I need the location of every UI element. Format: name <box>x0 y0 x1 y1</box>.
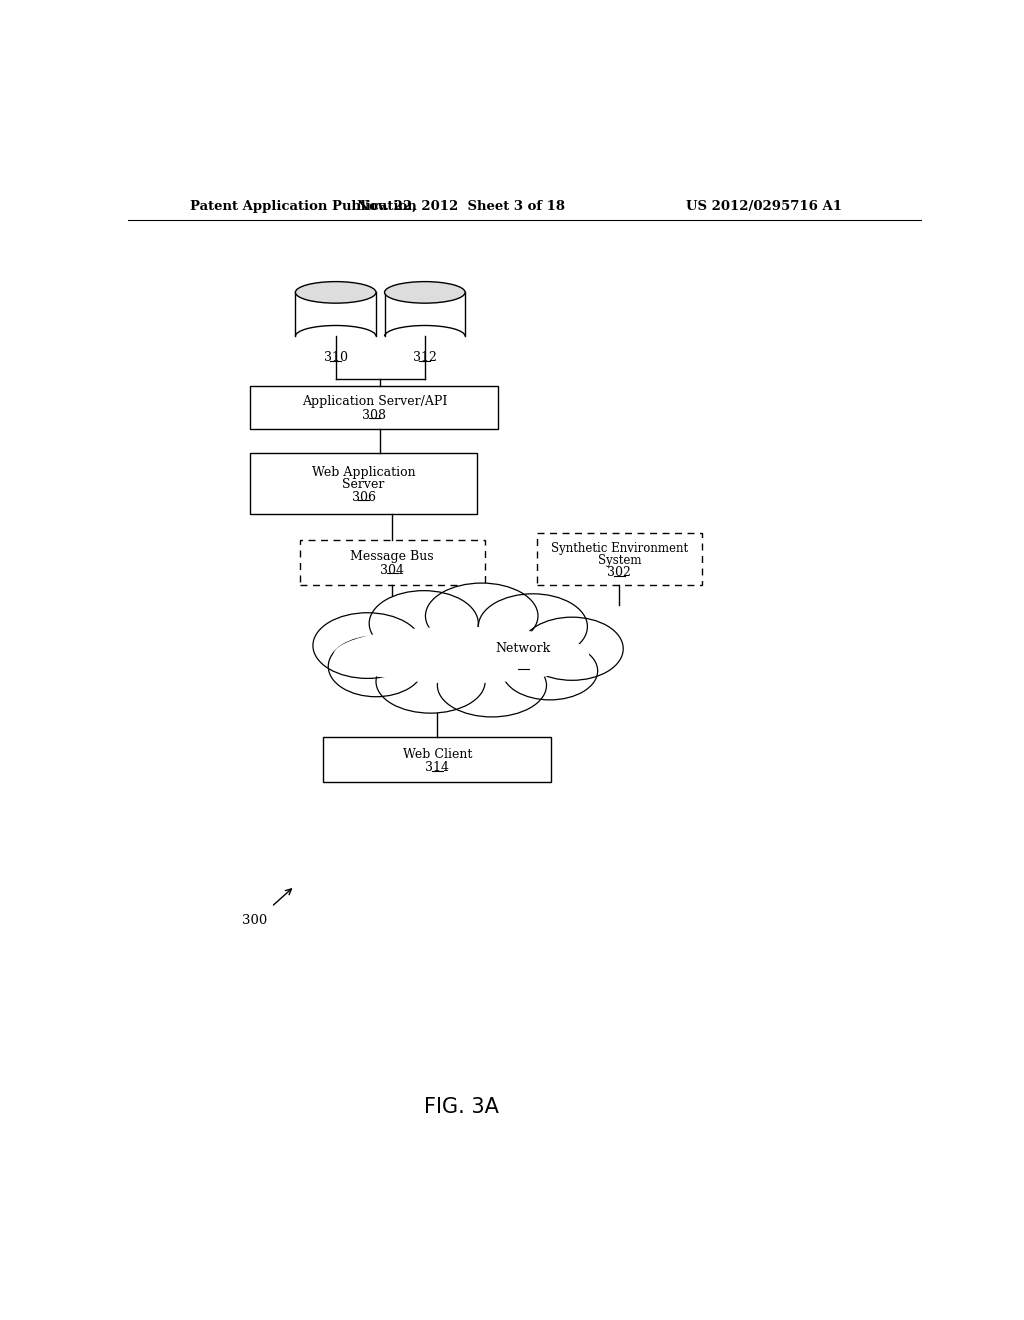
Text: US 2012/0295716 A1: US 2012/0295716 A1 <box>685 199 842 213</box>
Ellipse shape <box>502 642 598 700</box>
Text: FIG. 3A: FIG. 3A <box>424 1097 499 1117</box>
Ellipse shape <box>425 583 538 648</box>
Text: System: System <box>598 554 641 566</box>
Bar <box>385 293 465 337</box>
Ellipse shape <box>376 649 485 713</box>
Text: Nov. 22, 2012  Sheet 3 of 18: Nov. 22, 2012 Sheet 3 of 18 <box>357 199 565 213</box>
Bar <box>538 532 701 585</box>
Bar <box>300 540 484 585</box>
Text: 300: 300 <box>242 915 267 927</box>
Ellipse shape <box>370 590 478 656</box>
Text: Application Server/API: Application Server/API <box>302 395 447 408</box>
Text: 310: 310 <box>324 351 348 364</box>
Bar <box>324 738 551 781</box>
Text: 302: 302 <box>607 566 631 579</box>
Text: Server: Server <box>342 478 385 491</box>
Ellipse shape <box>329 636 424 697</box>
Text: Network: Network <box>496 643 551 656</box>
Text: Web Client: Web Client <box>402 748 472 760</box>
Ellipse shape <box>521 618 624 680</box>
Bar <box>251 453 477 515</box>
Ellipse shape <box>437 653 547 717</box>
Text: 312: 312 <box>413 351 437 364</box>
Text: Message Bus: Message Bus <box>350 550 434 564</box>
Bar <box>295 293 376 337</box>
Text: Patent Application Publication: Patent Application Publication <box>190 199 417 213</box>
Text: 314: 314 <box>425 760 450 774</box>
Text: 306: 306 <box>351 491 376 504</box>
Ellipse shape <box>295 281 376 304</box>
Ellipse shape <box>334 627 589 684</box>
Text: 304: 304 <box>380 564 404 577</box>
Text: 308: 308 <box>362 409 386 421</box>
Text: Synthetic Environment: Synthetic Environment <box>551 541 688 554</box>
Text: 316: 316 <box>511 659 536 672</box>
Ellipse shape <box>478 594 588 660</box>
Ellipse shape <box>385 281 465 304</box>
Bar <box>251 385 499 429</box>
Ellipse shape <box>313 612 422 678</box>
Text: Web Application: Web Application <box>311 466 416 479</box>
